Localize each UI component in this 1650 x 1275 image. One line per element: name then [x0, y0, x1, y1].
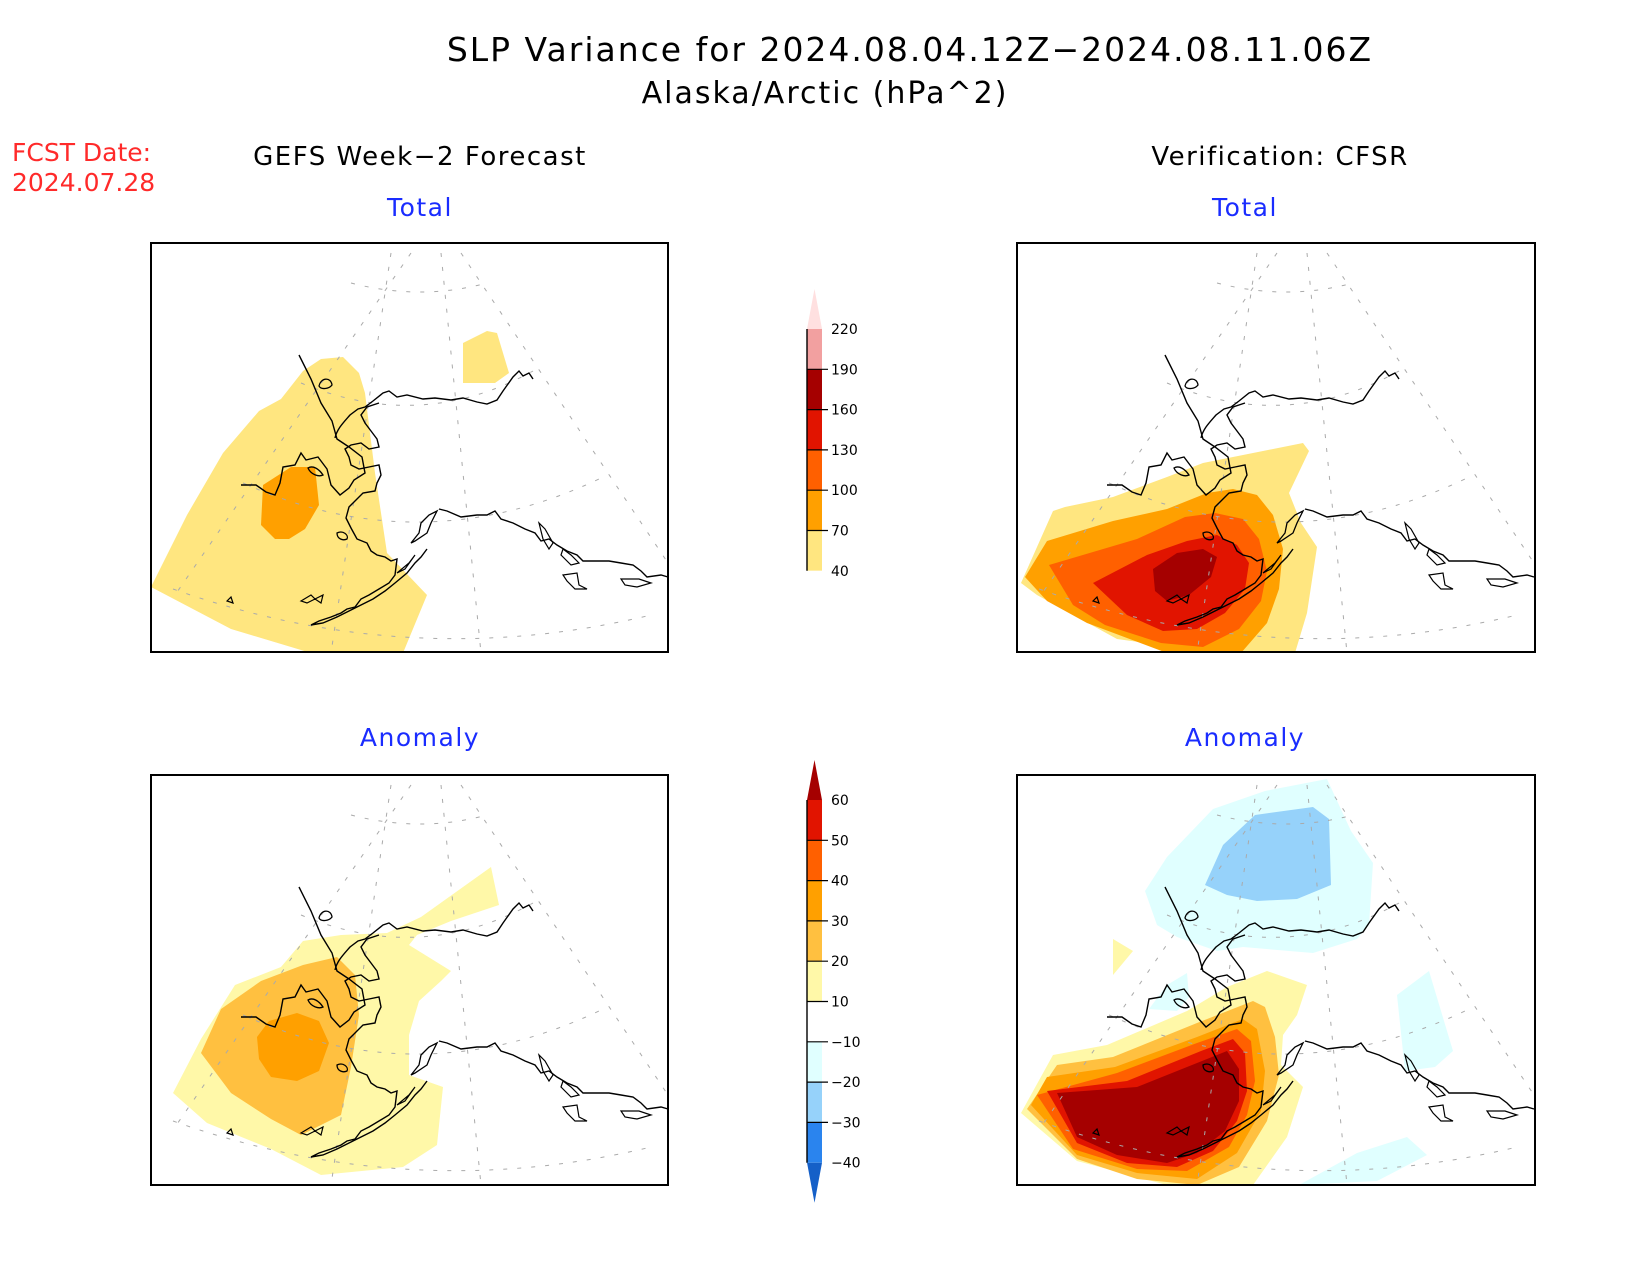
colorbar-tick-label: 220 [831, 322, 858, 338]
contour-fill-above-60 [1057, 1051, 1239, 1163]
colorbar-segment [807, 449, 822, 491]
colorbar-segment [807, 369, 822, 410]
left-column-title: GEFS Week−2 Forecast [253, 142, 587, 172]
map-panel-forecast-total [151, 252, 669, 654]
colorbar-tick-label: 100 [831, 483, 858, 499]
colorbar-tick-label: −20 [831, 1075, 861, 1091]
contour-fill-40-70 [151, 331, 509, 653]
contour-fill-70-100 [261, 467, 319, 539]
colorbar-extend-top [807, 289, 822, 329]
colorbar-tick-label: 10 [831, 995, 849, 1011]
contour-fill-neg20-neg10-south [1299, 1137, 1427, 1185]
colorbar-tick-label: 130 [831, 443, 858, 459]
map-panel-verification-total [1021, 252, 1535, 654]
right-column-title: Verification: CFSR [1151, 142, 1409, 172]
colorbar-segment [807, 530, 822, 571]
panel-title-bottom-right: Anomaly [1184, 723, 1306, 752]
colorbar-total: 220 190 160 130 100 70 40 [806, 289, 858, 611]
colorbar-tick-label: 70 [831, 524, 849, 540]
colorbar-tick-label: 160 [831, 403, 858, 419]
colorbar-segment [807, 1122, 822, 1163]
panel-frame-top-right [1016, 242, 1536, 653]
colorbar-tick-label: 30 [831, 914, 849, 930]
contour-fill-10-20-west [1113, 939, 1133, 975]
colorbar-segment [807, 329, 822, 370]
figure-title: SLP Variance for 2024.08.04.12Z−2024.08.… [446, 30, 1374, 69]
colorbar-tick-label: −40 [831, 1156, 861, 1172]
colorbar-extend-top [807, 760, 822, 800]
colorbar-tick-label: 50 [831, 833, 849, 849]
colorbar-tick-label: −30 [831, 1115, 861, 1131]
colorbar-segment [807, 840, 822, 881]
colorbar-segment [807, 409, 822, 450]
colorbar-segment [807, 800, 822, 841]
contour-fill-neg30-neg20 [1205, 807, 1331, 901]
panel-title-bottom-left: Anomaly [359, 723, 481, 752]
colorbar-segment [807, 1001, 822, 1042]
colorbar-segment [807, 1041, 822, 1083]
contour-fill-neg20-neg10-east [1397, 971, 1453, 1071]
contour-fill-neg20-neg10-small [1149, 973, 1189, 1011]
colorbar-tick-label: 60 [831, 793, 849, 809]
map-panel-verification-anomaly [1021, 779, 1535, 1186]
colorbar-segment [807, 920, 822, 962]
contour-fill-30-40 [257, 1013, 329, 1081]
fcst-date-block: FCST Date: 2024.07.28 [12, 138, 155, 198]
colorbar-tick-label: 190 [831, 362, 858, 378]
map-panel-forecast-anomaly [172, 784, 669, 1186]
fcst-date-label: FCST Date: [12, 138, 152, 167]
panel-frame-top-left [150, 242, 669, 653]
panel-frame-bottom-left [150, 774, 669, 1186]
colorbar-extend-bottom [807, 1162, 822, 1203]
colorbar-segment [807, 961, 822, 1002]
colorbar-extend-bottom [807, 570, 822, 611]
colorbar-segment [807, 490, 822, 531]
colorbar-tick-label: 40 [831, 564, 849, 580]
colorbar-segment [807, 880, 822, 921]
colorbar-tick-label: −10 [831, 1035, 861, 1051]
colorbar-anomaly: 60 50 40 30 20 10 −10 −20 −30 −40 [806, 760, 861, 1203]
colorbar-tick-label: 40 [831, 874, 849, 890]
panel-frame-bottom-right [1016, 774, 1536, 1186]
panel-title-top-left: Total [387, 193, 453, 222]
figure-subtitle: Alaska/Arctic (hPa^2) [641, 76, 1009, 111]
fcst-date-value: 2024.07.28 [12, 168, 156, 197]
contour-fill-160-190 [1153, 549, 1217, 601]
colorbar-tick-label: 20 [831, 954, 849, 970]
panel-title-top-right: Total [1212, 193, 1278, 222]
colorbar-segment [807, 1082, 822, 1123]
